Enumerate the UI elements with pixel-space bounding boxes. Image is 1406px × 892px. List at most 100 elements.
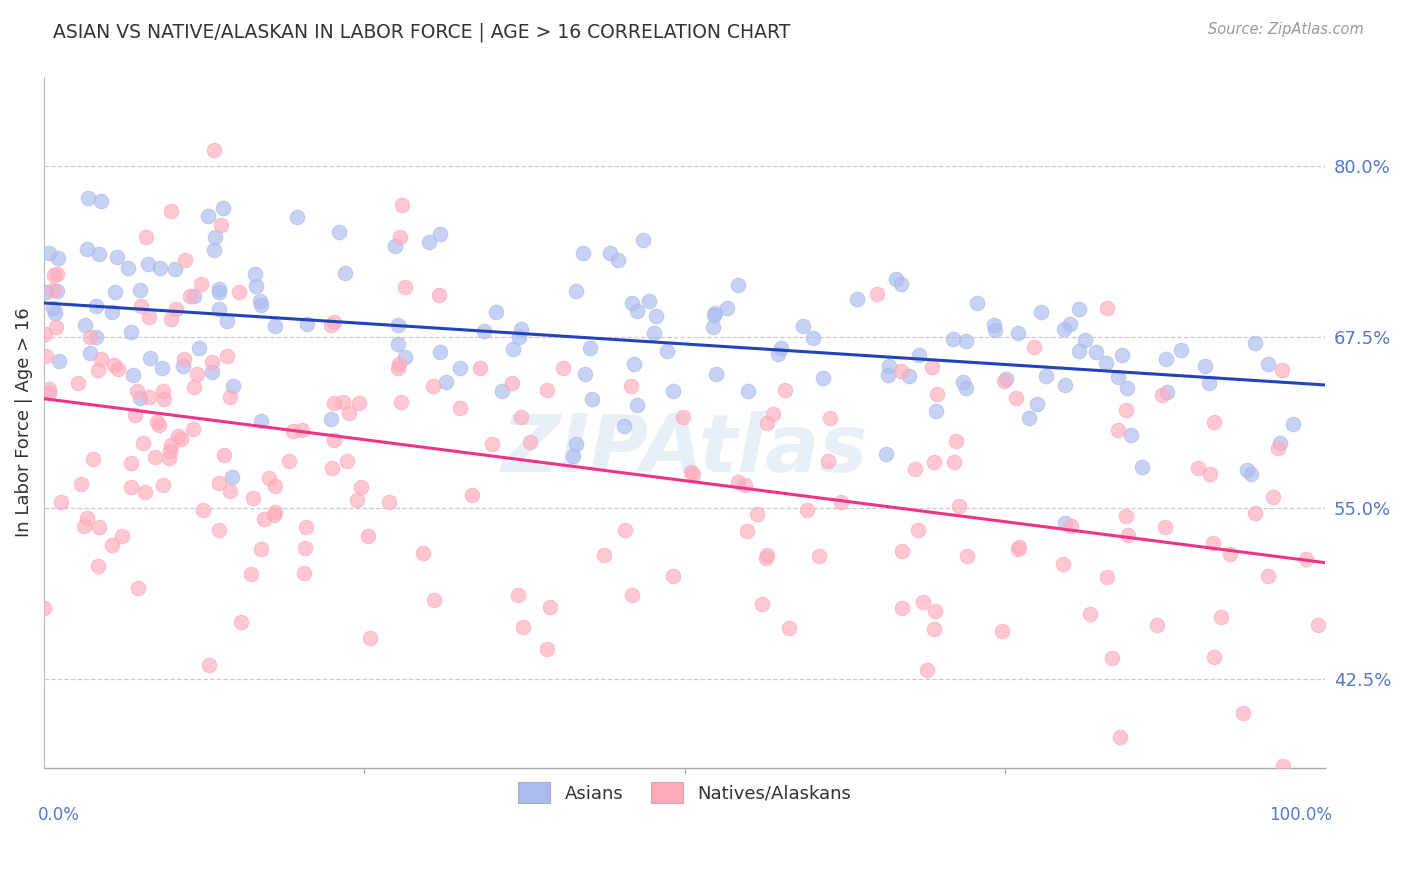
Point: [679, 465, 702, 479]
Point: [121, 368, 143, 382]
Point: [349, 480, 371, 494]
Point: [90, 352, 112, 367]
Point: [218, 483, 240, 498]
Point: [581, 392, 603, 407]
Point: [633, 233, 655, 247]
Point: [152, 392, 174, 406]
Point: [101, 538, 124, 552]
Point: [1257, 357, 1279, 371]
Point: [1107, 370, 1129, 384]
Point: [263, 504, 285, 518]
Point: [877, 359, 900, 373]
Point: [418, 235, 440, 249]
Point: [221, 469, 243, 483]
Point: [540, 599, 562, 614]
Point: [217, 350, 239, 364]
Point: [925, 386, 948, 401]
Point: [1059, 519, 1081, 533]
Point: [703, 309, 725, 323]
Point: [620, 378, 643, 392]
Point: [737, 384, 759, 398]
Point: [1202, 536, 1225, 550]
Point: [512, 620, 534, 634]
Point: [394, 350, 416, 364]
Point: [183, 288, 205, 302]
Point: [321, 461, 343, 475]
Point: [34, 326, 56, 341]
Point: [429, 227, 451, 241]
Point: [449, 361, 471, 376]
Point: [638, 293, 661, 308]
Point: [672, 410, 695, 425]
Point: [427, 288, 450, 302]
Point: [69, 476, 91, 491]
Point: [101, 305, 124, 319]
Point: [501, 376, 523, 390]
Point: [755, 549, 778, 563]
Point: [1116, 381, 1139, 395]
Point: [607, 253, 630, 268]
Point: [173, 352, 195, 367]
Point: [727, 475, 749, 489]
Point: [1095, 301, 1118, 315]
Point: [1067, 301, 1090, 316]
Point: [132, 435, 155, 450]
Point: [1209, 610, 1232, 624]
Point: [138, 310, 160, 324]
Point: [966, 295, 988, 310]
Point: [993, 374, 1015, 388]
Point: [76, 511, 98, 525]
Point: [1232, 706, 1254, 721]
Point: [1115, 402, 1137, 417]
Point: [79, 346, 101, 360]
Point: [1111, 348, 1133, 362]
Point: [890, 544, 912, 558]
Point: [291, 423, 314, 437]
Point: [866, 286, 889, 301]
Point: [1251, 783, 1274, 797]
Point: [510, 409, 533, 424]
Point: [105, 250, 128, 264]
Point: [1282, 417, 1305, 431]
Point: [229, 615, 252, 629]
Point: [491, 384, 513, 399]
Point: [461, 488, 484, 502]
Point: [172, 359, 194, 374]
Point: [48, 354, 70, 368]
Point: [994, 371, 1017, 385]
Point: [747, 507, 769, 521]
Point: [148, 260, 170, 275]
Point: [138, 390, 160, 404]
Point: [127, 582, 149, 596]
Point: [328, 225, 350, 239]
Point: [1244, 336, 1267, 351]
Point: [735, 524, 758, 538]
Point: [322, 396, 344, 410]
Point: [1078, 607, 1101, 621]
Point: [1005, 391, 1028, 405]
Point: [378, 495, 401, 509]
Point: [877, 368, 900, 383]
Point: [157, 451, 180, 466]
Point: [1236, 463, 1258, 477]
Point: [562, 450, 585, 464]
Point: [942, 332, 965, 346]
Point: [391, 198, 413, 212]
Point: [472, 324, 495, 338]
Point: [1052, 557, 1074, 571]
Point: [613, 418, 636, 433]
Point: [1007, 541, 1029, 556]
Point: [34, 349, 56, 363]
Point: [336, 454, 359, 468]
Point: [1199, 467, 1222, 481]
Point: [221, 379, 243, 393]
Point: [762, 407, 785, 421]
Point: [335, 266, 357, 280]
Point: [160, 438, 183, 452]
Point: [264, 319, 287, 334]
Point: [807, 549, 830, 563]
Point: [553, 360, 575, 375]
Point: [107, 362, 129, 376]
Point: [702, 320, 724, 334]
Point: [1007, 326, 1029, 340]
